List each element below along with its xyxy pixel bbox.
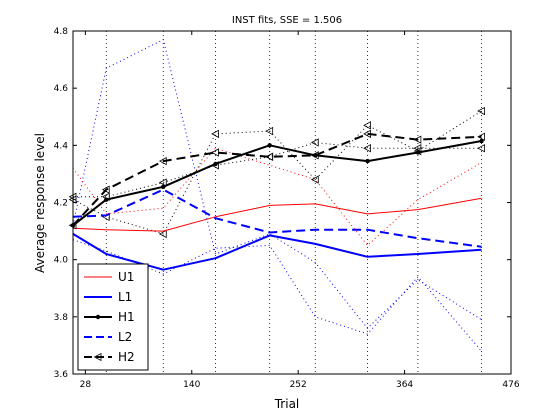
- series-line-8: [72, 110, 482, 235]
- series-line-4: [72, 132, 482, 227]
- y-tick-label-1: 3.8: [54, 313, 69, 323]
- series-9-marker-8: [477, 144, 485, 153]
- legend-marker-2: [95, 314, 101, 320]
- series-line-1: [72, 233, 482, 271]
- series-4-marker-7: [413, 135, 422, 144]
- series-8-marker-8: [477, 106, 485, 116]
- series-9-marker-6: [363, 144, 371, 153]
- y-tick-label-5: 4.6: [54, 84, 69, 94]
- legend-label-0: U1: [118, 270, 134, 284]
- x-tick-label-1: 140: [183, 380, 200, 390]
- series-8-marker-2: [158, 229, 167, 239]
- legend: U1 L1 H1 L2 H2: [77, 263, 149, 371]
- y-axis-label: Average response level: [33, 133, 47, 273]
- y-tick-label-3: 4.2: [54, 199, 68, 209]
- series-8-marker-4: [265, 126, 274, 136]
- series-4-marker-4: [265, 152, 274, 161]
- y-tick-label-0: 3.6: [54, 370, 69, 380]
- series-9-marker-5: [310, 138, 319, 147]
- series-4-marker-1: [101, 185, 110, 194]
- series-8-marker-3: [211, 129, 219, 139]
- x-axis-label: Trial: [274, 397, 300, 411]
- series-line-0: [72, 197, 482, 232]
- series-line-9: [73, 142, 482, 198]
- series-2-point-8: [479, 138, 484, 144]
- legend-label-4: H2: [118, 350, 135, 364]
- series-8-marker-6: [363, 121, 371, 130]
- y-tick-label-4: 4.4: [54, 141, 69, 151]
- series-2-point-1: [104, 197, 109, 202]
- series-4-marker-8: [477, 132, 485, 141]
- series-2-point-3: [213, 161, 218, 167]
- x-tick-label-2: 252: [290, 380, 307, 390]
- series-line-3: [72, 188, 482, 248]
- y-tick-label-2: 4.0: [54, 256, 69, 266]
- series-8-marker-5: [310, 175, 319, 184]
- legend-label-2: H1: [118, 310, 135, 324]
- y-tick-label-6: 4.8: [54, 27, 69, 37]
- legend-label-3: L2: [118, 330, 132, 344]
- chart-title: INST fits, SSE = 1.506: [232, 15, 342, 26]
- series-4-marker-2: [158, 156, 167, 166]
- series-4-marker-3: [211, 148, 219, 157]
- series-2-point-7: [415, 150, 421, 155]
- x-tick-label-0: 28: [80, 380, 92, 390]
- x-tick-label-3: 364: [396, 380, 413, 390]
- series-4-marker-6: [363, 129, 371, 139]
- legend-label-1: L1: [118, 290, 132, 304]
- legend-marker-4: [93, 352, 102, 362]
- series-2-point-2: [161, 184, 166, 189]
- series-9-marker-2: [158, 178, 167, 187]
- series-2-point-6: [365, 158, 370, 164]
- series-9-marker-7: [413, 144, 422, 153]
- x-tick-label-4: 476: [502, 380, 519, 390]
- series-2-point-4: [267, 143, 272, 148]
- series-4-marker-5: [310, 151, 319, 160]
